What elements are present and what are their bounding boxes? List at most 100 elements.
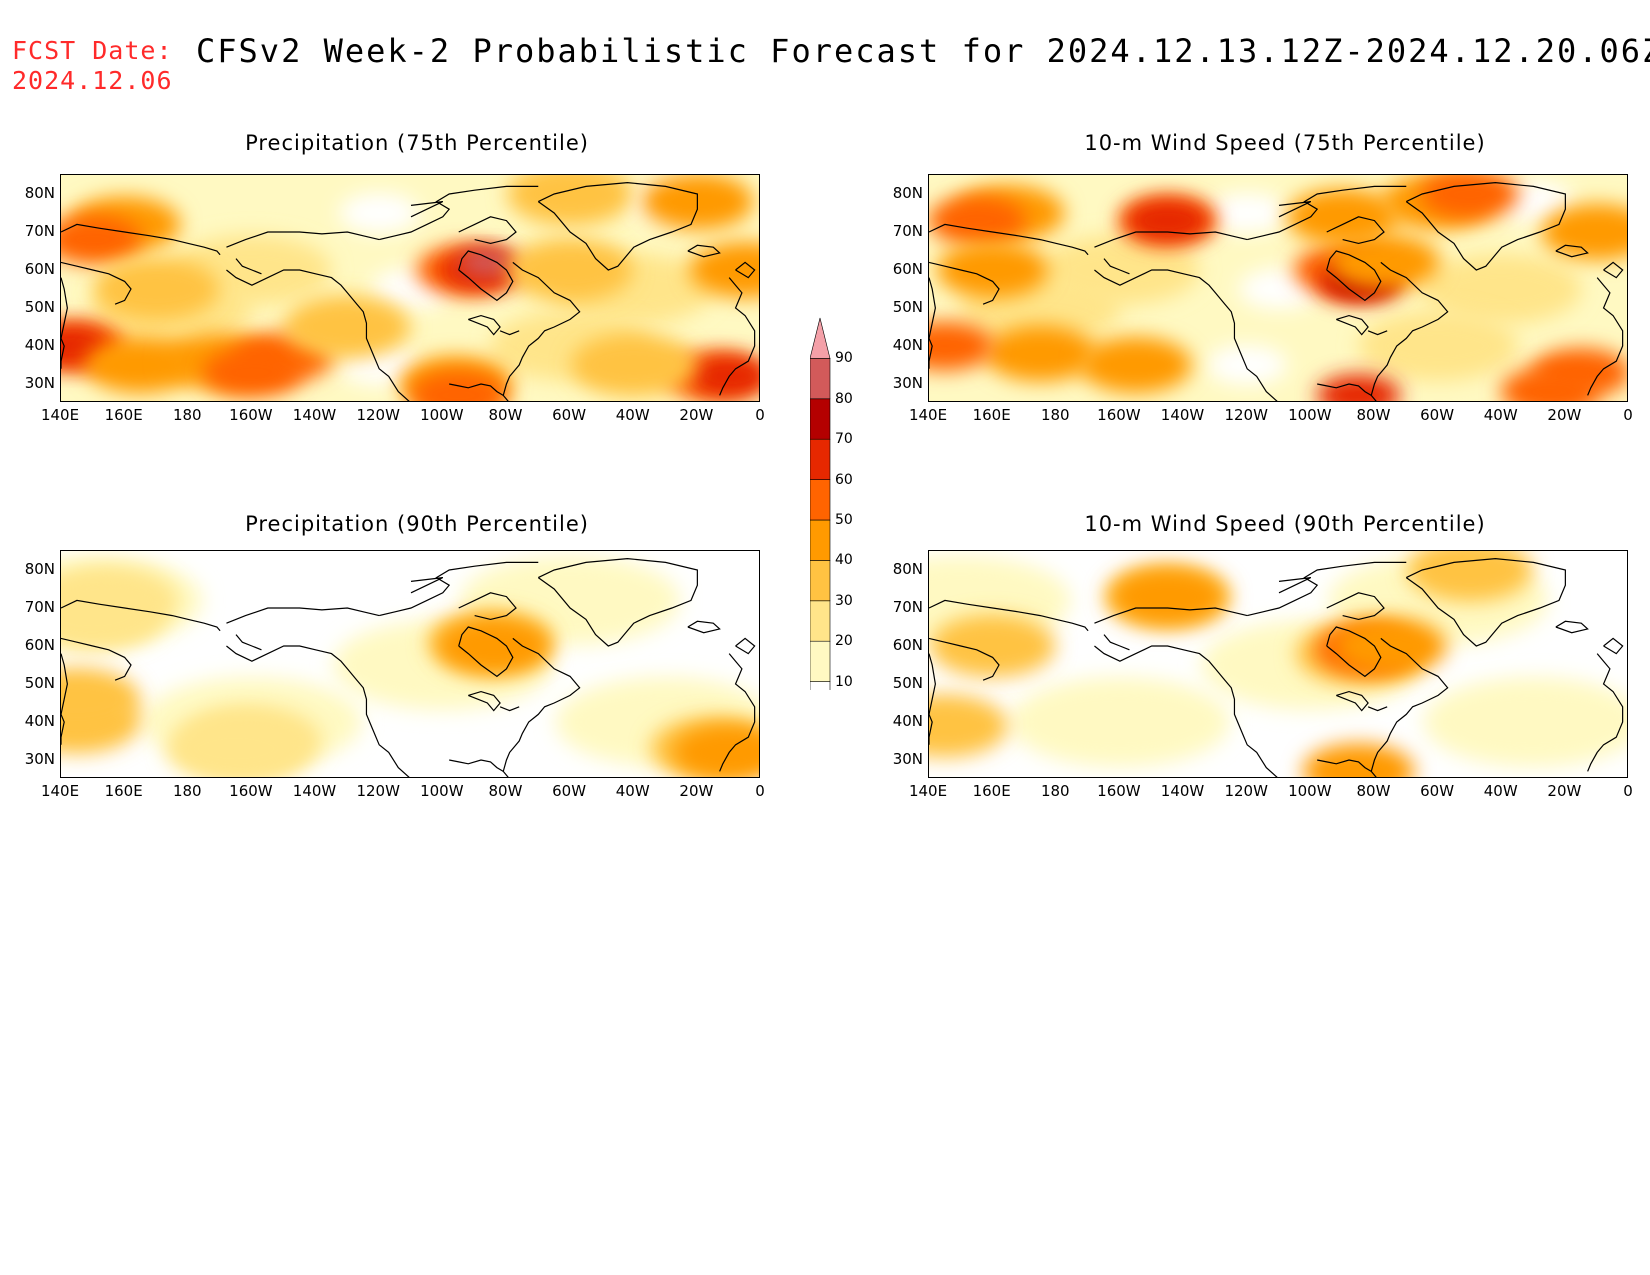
- coastline: [1603, 637, 1624, 655]
- probability-contour: [1541, 204, 1627, 260]
- coastline: [687, 244, 721, 258]
- coastline: [1278, 577, 1312, 594]
- probability-contour: [929, 321, 994, 371]
- map-panel-wind-90: [928, 550, 1628, 778]
- coastline: [61, 261, 132, 305]
- probability-contour: [570, 333, 697, 397]
- coastline: [1603, 261, 1624, 279]
- colorbar-level-label: 80: [835, 390, 853, 407]
- coastline: [502, 637, 581, 777]
- coastline: [929, 223, 1089, 256]
- probability-contour: [507, 238, 634, 302]
- lon-tick-label: 20W: [679, 406, 714, 424]
- coastline: [1326, 216, 1385, 245]
- coastline: [1370, 261, 1449, 401]
- lat-tick-label: 70N: [892, 222, 923, 240]
- lat-tick-label: 80N: [892, 184, 923, 202]
- coastline: [235, 634, 262, 651]
- coastline: [468, 690, 501, 712]
- coastline: [537, 181, 698, 271]
- coastline: [410, 201, 444, 218]
- probability-contour: [929, 614, 1056, 678]
- lon-tick-label: 80W: [488, 406, 523, 424]
- lat-tick-label: 30N: [24, 750, 55, 768]
- lon-tick-label: 180: [1040, 782, 1070, 800]
- probability-contour: [61, 215, 142, 265]
- coastline: [929, 653, 936, 745]
- map-graphic-wind-75: [929, 175, 1627, 401]
- lon-tick-label: 20W: [1547, 782, 1582, 800]
- field-band: [1358, 311, 1519, 381]
- coastline: [499, 330, 520, 336]
- coastline: [458, 250, 514, 302]
- lon-tick-label: 100W: [1288, 782, 1332, 800]
- coastline: [61, 637, 132, 681]
- lat-tick-label: 80N: [892, 560, 923, 578]
- lat-tick-label: 30N: [892, 750, 923, 768]
- main-title: CFSv2 Week-2 Probabilistic Forecast for …: [196, 32, 1650, 70]
- lon-tick-label: 160W: [1097, 782, 1141, 800]
- probability-contour: [1328, 234, 1440, 291]
- coastline: [458, 592, 517, 621]
- colorbar: [810, 270, 900, 690]
- probability-contour: [61, 667, 140, 731]
- coastline: [410, 577, 444, 594]
- lon-tick-label: 160E: [972, 782, 1011, 800]
- coastline: [235, 258, 262, 275]
- probability-contour: [929, 196, 1026, 246]
- probability-contour: [284, 295, 411, 359]
- lon-tick-label: 20W: [1547, 406, 1582, 424]
- lat-tick-label: 50N: [892, 674, 923, 692]
- probability-contour: [61, 580, 163, 651]
- coastline: [61, 277, 68, 369]
- probability-contour: [929, 694, 1008, 758]
- probability-contour: [936, 242, 1049, 298]
- coastline: [1247, 185, 1407, 241]
- coastline: [1247, 561, 1407, 617]
- colorbar-segment: [810, 519, 831, 561]
- coastline: [1317, 759, 1372, 772]
- fcst-date-label: FCST Date:: [12, 36, 173, 65]
- lon-tick-label: 20W: [679, 782, 714, 800]
- fcst-date-value: 2024.12.06: [12, 66, 173, 95]
- colorbar-segment: [810, 640, 831, 682]
- lon-tick-label: 160W: [229, 782, 273, 800]
- map-graphic-precip-75: [61, 175, 759, 401]
- lon-tick-label: 40W: [1483, 406, 1518, 424]
- coastline: [1103, 634, 1130, 651]
- coastline: [1587, 277, 1624, 396]
- coastline: [379, 561, 539, 617]
- lat-tick-label: 60N: [24, 260, 55, 278]
- lat-tick-label: 30N: [24, 374, 55, 392]
- colorbar-segment: [810, 600, 831, 642]
- lon-tick-label: 140W: [1160, 782, 1205, 800]
- lon-tick-label: 100W: [420, 406, 464, 424]
- coastline: [929, 637, 1000, 681]
- probability-contour: [1406, 551, 1533, 602]
- field-band: [1423, 677, 1627, 767]
- lat-tick-label: 30N: [892, 374, 923, 392]
- lat-tick-label: 80N: [24, 184, 55, 202]
- map-graphic-wind-90: [929, 551, 1627, 777]
- colorbar-level-label: 90: [835, 350, 853, 367]
- lon-tick-label: 180: [172, 406, 202, 424]
- map-panel-precip-75: [60, 174, 760, 402]
- lat-tick-label: 40N: [24, 712, 55, 730]
- lon-tick-label: 120W: [1224, 406, 1268, 424]
- panel-title-precip-90: Precipitation (90th Percentile): [245, 512, 589, 536]
- probability-contour: [1420, 175, 1519, 219]
- lon-tick-label: 0: [755, 782, 765, 800]
- map-graphic-precip-90: [61, 551, 759, 777]
- probability-contour: [1500, 367, 1599, 401]
- lon-tick-label: 40W: [615, 406, 650, 424]
- lat-tick-label: 80N: [24, 560, 55, 578]
- coastline: [61, 599, 221, 632]
- low-prob-area: [1207, 345, 1288, 385]
- coastline: [1103, 258, 1130, 275]
- coastline: [929, 277, 936, 369]
- probability-contour: [202, 348, 301, 398]
- lon-tick-label: 160E: [104, 406, 143, 424]
- lon-tick-label: 120W: [1224, 782, 1268, 800]
- lon-tick-label: 60W: [1420, 782, 1455, 800]
- lat-tick-label: 50N: [24, 674, 55, 692]
